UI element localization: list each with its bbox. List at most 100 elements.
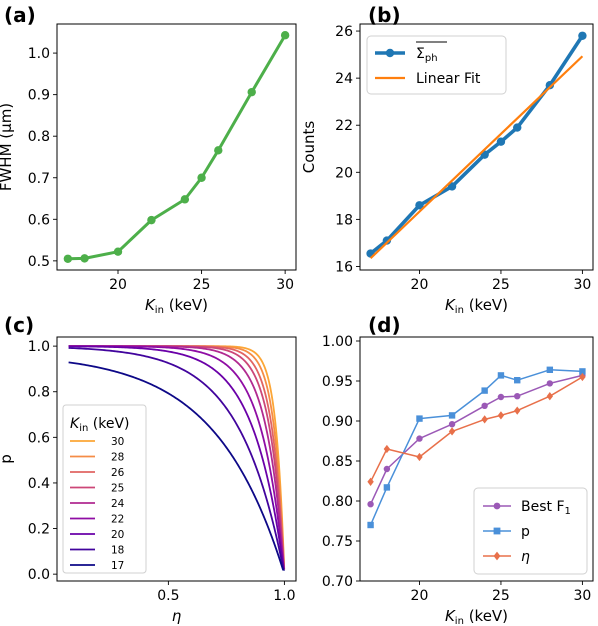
x-tick-label: 25 [193, 277, 211, 293]
y-tick-label: 24 [335, 71, 353, 87]
x-tick-label: 30 [573, 277, 591, 293]
legend: Best F1 pη [473, 487, 588, 575]
panel-label: (d) [368, 313, 401, 337]
curve-line [68, 345, 285, 571]
sigma: Σ [416, 46, 425, 62]
subscript-in: in [455, 305, 464, 316]
plot-area [68, 345, 286, 571]
data-point [493, 527, 501, 535]
curve-20 [68, 345, 285, 571]
data-point [546, 392, 554, 401]
data-point [493, 551, 501, 561]
data-point [513, 123, 522, 132]
legend-frame [62, 404, 147, 574]
data-point [416, 415, 423, 422]
data-point [481, 402, 488, 409]
legend-label: η [521, 549, 530, 565]
data-point [415, 201, 424, 210]
curve-22 [68, 345, 285, 571]
series-line [369, 376, 583, 483]
data-point [497, 411, 505, 420]
data-point [481, 387, 488, 394]
data-point [496, 137, 506, 146]
x-tick-label: 20 [411, 277, 429, 293]
y-tick-label: 0.6 [28, 430, 50, 446]
y-tick-label: 18 [335, 212, 353, 228]
y-tick-label: 0.85 [322, 454, 353, 470]
data-point [448, 421, 456, 428]
legend-label: 26 [111, 467, 125, 479]
y-tick-label: 0.9 [28, 88, 50, 104]
y-tick-label: 0.90 [322, 414, 353, 430]
k-symbol: K [145, 296, 156, 314]
legend-label: Linear Fit [416, 71, 481, 87]
y-tick-label: 1.0 [28, 339, 50, 355]
data-point [448, 412, 456, 419]
data-point [448, 427, 456, 436]
x-tick-label: 0.5 [157, 588, 179, 604]
data-point [113, 247, 123, 256]
label-sub: 1 [565, 506, 571, 517]
data-point [578, 31, 587, 40]
plot-area [366, 31, 587, 260]
y-tick-label: 0.6 [28, 212, 50, 228]
data-point [80, 254, 89, 263]
x-tick-label: 25 [492, 588, 510, 604]
unit: (keV) [464, 607, 508, 625]
series-1 [366, 31, 587, 258]
y-tick-label: 1.00 [322, 334, 353, 350]
panel-label: (a) [4, 3, 36, 27]
data-point [493, 502, 501, 510]
legend-label: 24 [111, 498, 125, 510]
series-2 [367, 366, 586, 529]
axes-frame [56, 336, 297, 582]
data-point [514, 377, 521, 384]
legend-label: 17 [111, 560, 124, 572]
x-tick-label: 25 [492, 277, 510, 293]
panel-b: 20 25 30 16 18 20 22 24 26 (b) Kin (keV) Counts Σph L… [300, 3, 594, 316]
data-point [416, 452, 423, 462]
data-point [180, 195, 190, 204]
plot-area [367, 366, 586, 529]
y-tick-label: 0.75 [322, 534, 353, 550]
panel-label: (b) [368, 3, 401, 27]
data-point [579, 368, 586, 375]
y-axis-label: Counts [300, 121, 318, 174]
legend-frame [473, 487, 588, 575]
legend-label: 28 [111, 452, 124, 464]
subscript-in: in [155, 305, 164, 316]
panel-label: (c) [4, 313, 34, 337]
legend: Kin (keV) 30 28 26 25 24 22 20 18 17 [62, 404, 147, 574]
y-tick-label: 0.7 [28, 171, 50, 187]
data-point [546, 366, 554, 373]
panel-c: 0.5 1.0 0.0 0.2 0.4 0.6 0.8 1.0 (c) η p Kin (keV) 30… [0, 313, 297, 625]
k-symbol: K [445, 296, 456, 314]
x-axis-label: η [172, 607, 182, 625]
label-main: Best F [521, 499, 565, 515]
data-point [545, 81, 555, 90]
y-tick-label: 26 [335, 24, 353, 40]
y-tick-label: 1.0 [28, 46, 50, 62]
y-axis-label: FWHM (μm) [0, 103, 15, 191]
unit: (keV) [164, 296, 208, 314]
x-tick-label: 30 [573, 588, 591, 604]
data-point [383, 465, 391, 473]
legend-label: 20 [111, 529, 124, 541]
y-tick-label: 0.80 [322, 494, 353, 510]
k-symbol: K [70, 416, 81, 432]
k-symbol: K [445, 607, 456, 625]
y-tick-label: 0.4 [28, 476, 50, 492]
subscript-in: in [79, 423, 88, 434]
y-tick-label: 0.8 [28, 385, 50, 401]
y-tick-label: 20 [335, 165, 353, 181]
legend-label: 18 [111, 545, 124, 557]
x-tick-label: 30 [276, 277, 294, 293]
y-tick-label: 0.8 [28, 129, 50, 145]
legend-label: Σph [416, 46, 438, 64]
data-point [514, 393, 521, 400]
legend-label: p [521, 524, 530, 540]
curve-line [68, 345, 285, 571]
y-tick-label: 22 [335, 118, 353, 134]
axes-frame [359, 336, 594, 582]
